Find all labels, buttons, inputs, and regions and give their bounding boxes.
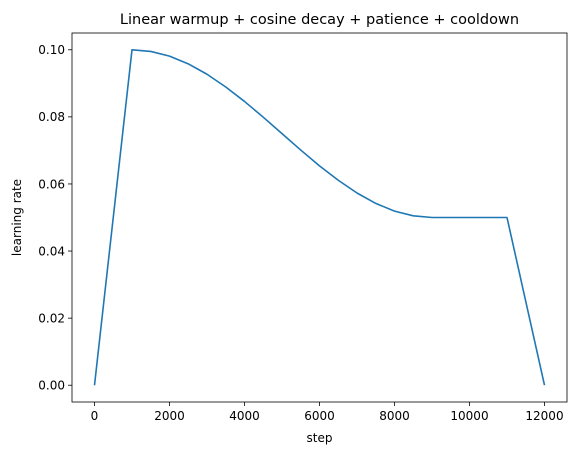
y-axis: 0.00 0.02 0.04 0.06 0.08 0.10: [38, 43, 72, 393]
y-axis-label: learning rate: [10, 179, 24, 256]
x-tick-label: 10000: [450, 409, 488, 423]
x-tick-label: 2000: [154, 409, 185, 423]
x-axis-label: step: [307, 431, 333, 445]
chart-title: Linear warmup + cosine decay + patience …: [120, 12, 519, 28]
y-tick-label: 0.00: [38, 379, 65, 393]
x-tick-label: 6000: [304, 409, 335, 423]
plot-area: [93, 48, 546, 386]
y-tick-label: 0.04: [38, 244, 65, 258]
series-line: [93, 48, 546, 386]
y-tick-label: 0.08: [38, 110, 65, 124]
x-tick-label: 12000: [525, 409, 563, 423]
x-tick-label: 4000: [229, 409, 260, 423]
y-tick-label: 0.10: [38, 43, 65, 57]
y-tick-label: 0.02: [38, 311, 65, 325]
x-tick-label: 0: [91, 409, 99, 423]
y-tick-label: 0.06: [38, 177, 65, 191]
x-axis: 0 2000 4000 6000 8000 10000 12000: [91, 402, 564, 423]
x-tick-label: 8000: [379, 409, 410, 423]
